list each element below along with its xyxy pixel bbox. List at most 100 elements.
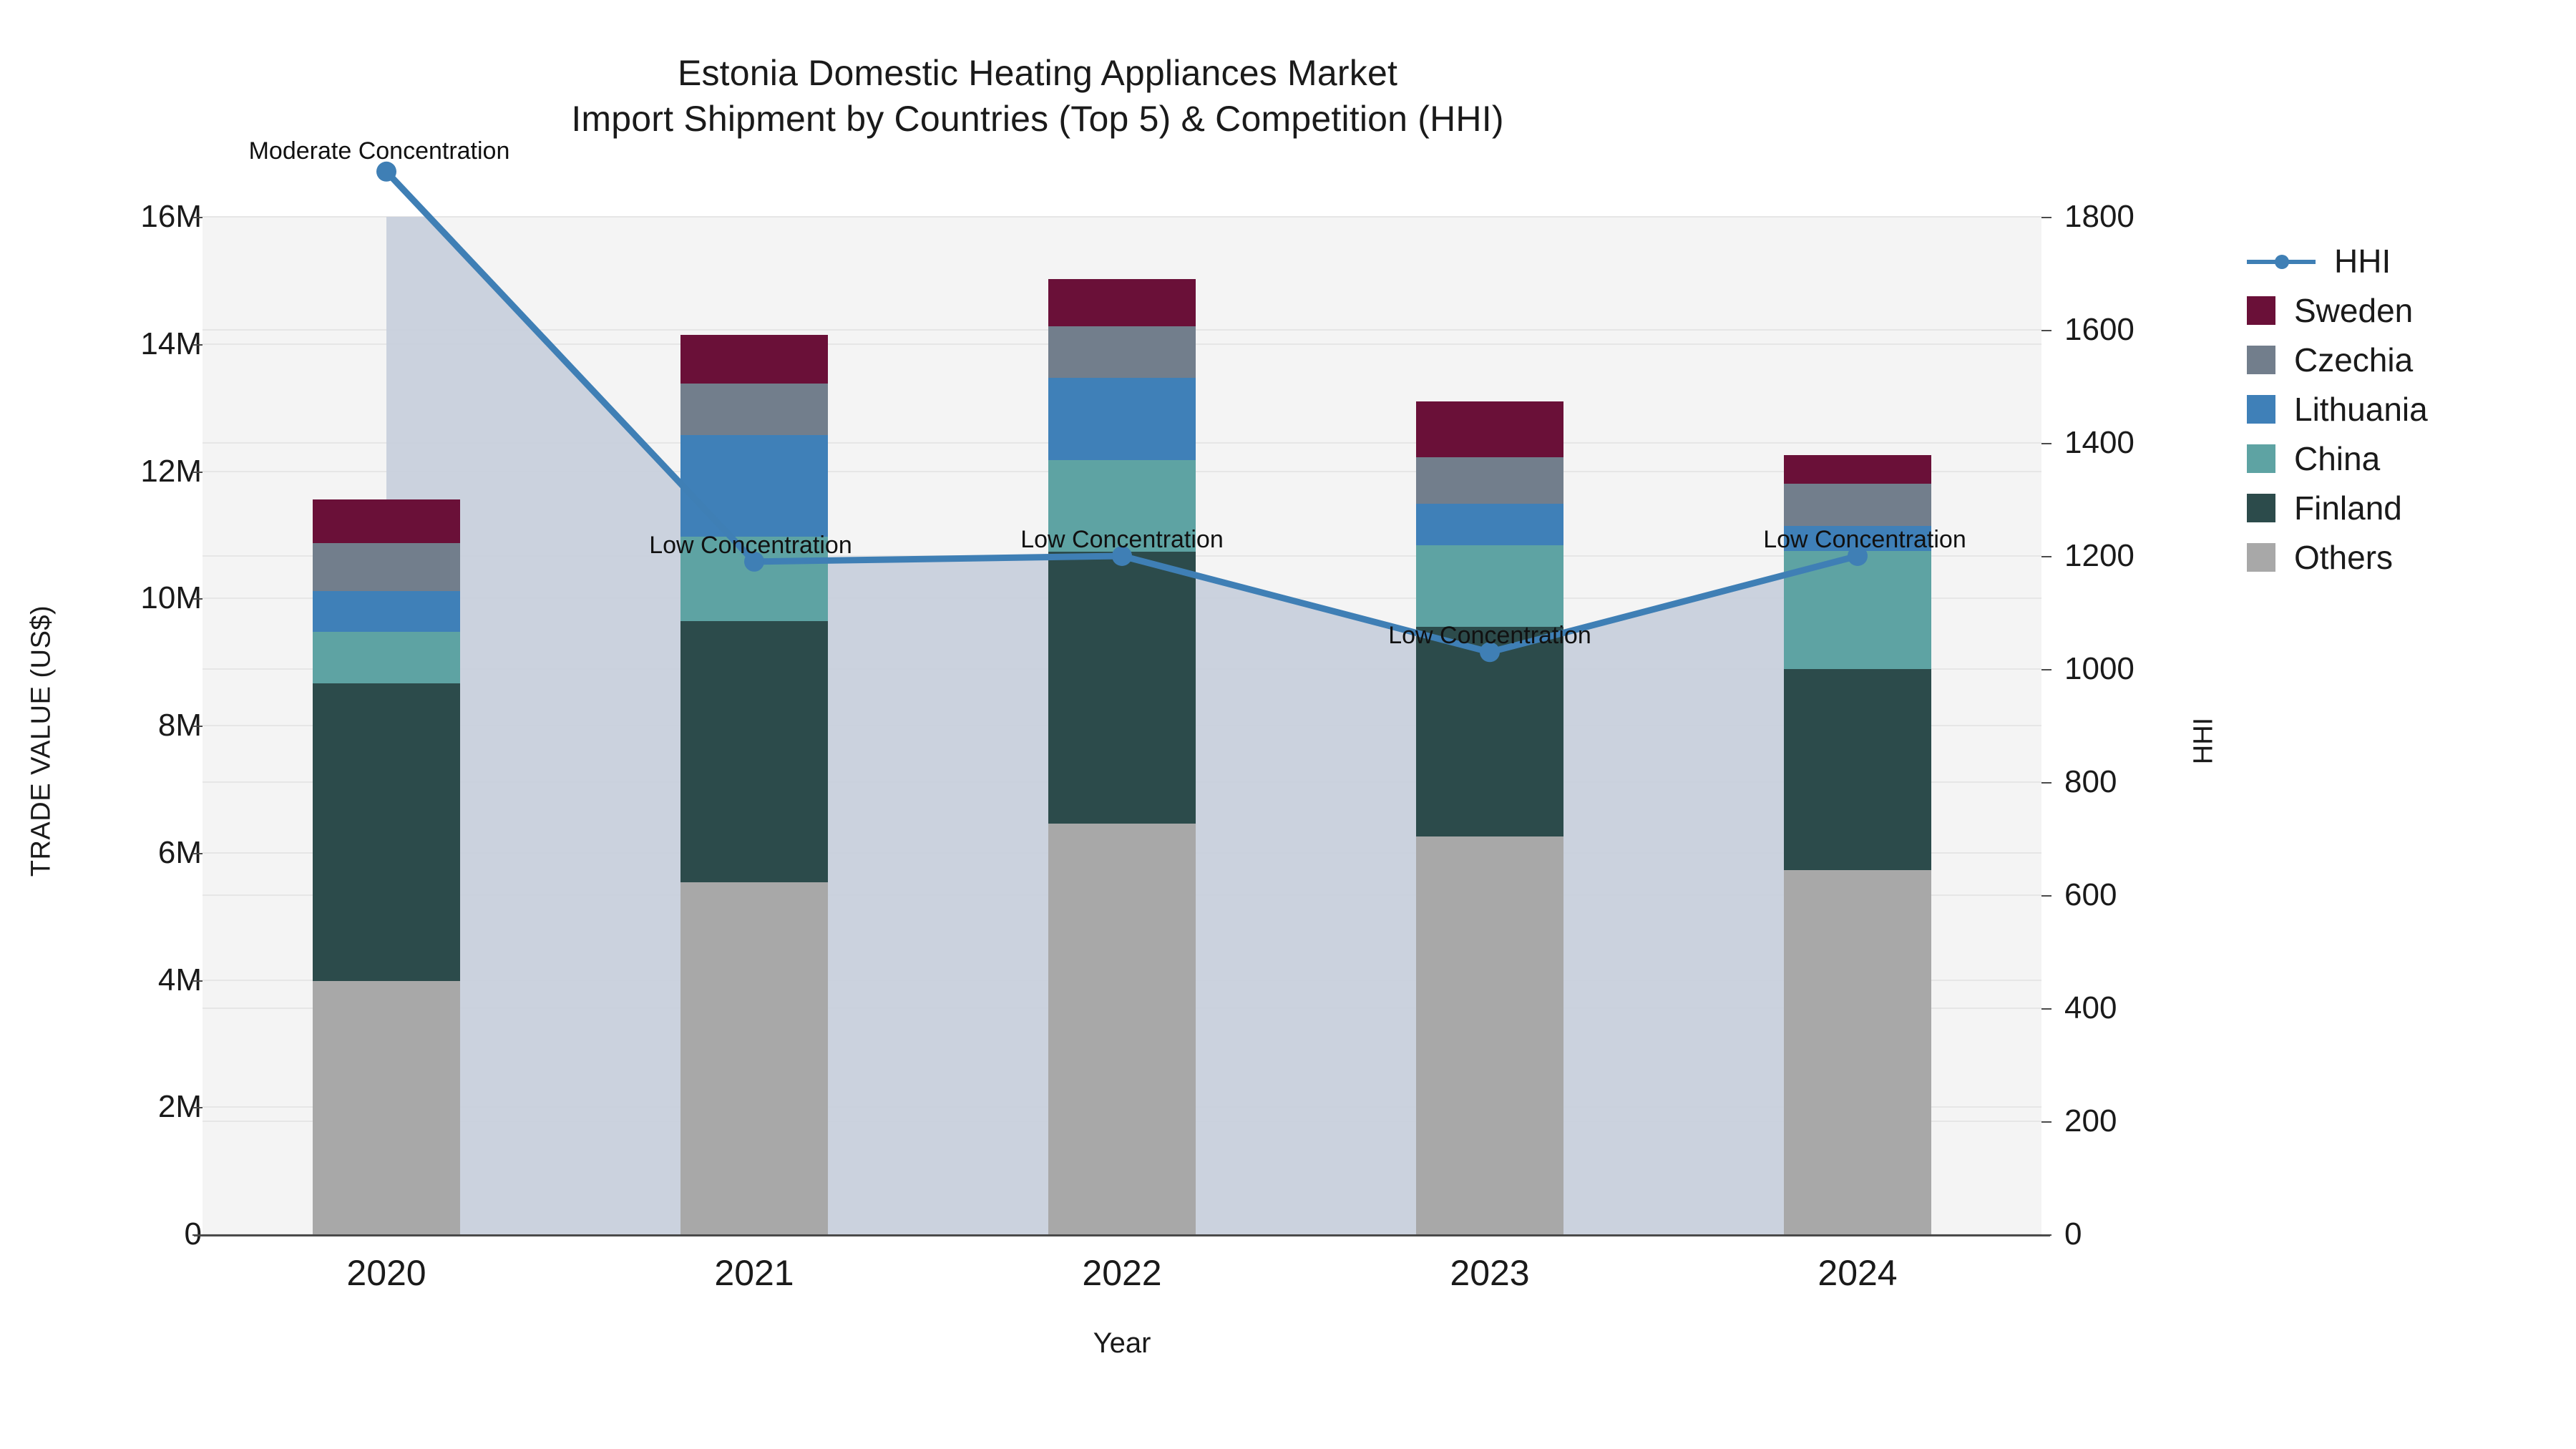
plot-area bbox=[203, 161, 2041, 1235]
legend-color-swatch bbox=[2247, 345, 2275, 374]
y-axis-right-tick-mark bbox=[2041, 217, 2051, 218]
bar-segment[interactable] bbox=[680, 434, 828, 537]
y-axis-right-tick-label: 1200 bbox=[2064, 538, 2135, 573]
bar-segment[interactable] bbox=[1048, 377, 1196, 461]
bar-segment[interactable] bbox=[1048, 460, 1196, 552]
y-axis-left-tick-label: 4M bbox=[157, 962, 202, 997]
y-axis-left-tick-mark bbox=[192, 852, 203, 854]
legend-item-label: Sweden bbox=[2294, 291, 2414, 329]
y-axis-left-tick-mark bbox=[192, 471, 203, 473]
bar-segment[interactable] bbox=[1048, 326, 1196, 378]
y-axis-right-tick-label: 800 bbox=[2064, 764, 2117, 799]
hhi-data-point[interactable] bbox=[376, 161, 396, 182]
legend-item[interactable]: Czechia bbox=[2247, 335, 2576, 384]
bar-segment[interactable] bbox=[313, 683, 460, 982]
bar-segment[interactable] bbox=[1784, 455, 1931, 484]
legend-line-marker-icon bbox=[2247, 247, 2316, 275]
hhi-data-point[interactable] bbox=[1480, 642, 1500, 663]
y-axis-right-tick-label: 200 bbox=[2064, 1103, 2117, 1138]
y-axis-right-label: HHI bbox=[2188, 717, 2219, 765]
y-axis-right-tick-label: 400 bbox=[2064, 990, 2117, 1025]
bar-segment[interactable] bbox=[1784, 484, 1931, 526]
y-axis-right-tick-mark bbox=[2041, 443, 2051, 444]
bar-segment[interactable] bbox=[313, 542, 460, 591]
bar-segment[interactable] bbox=[1416, 457, 1563, 504]
y-axis-left-tick-label: 12M bbox=[140, 453, 202, 489]
chart-title-block: Estonia Domestic Heating Appliances Mark… bbox=[0, 50, 2075, 142]
legend-item[interactable]: Finland bbox=[2247, 483, 2576, 532]
legend-item[interactable]: Sweden bbox=[2247, 286, 2576, 335]
hhi-line-series[interactable] bbox=[203, 161, 2041, 1234]
gridline bbox=[203, 216, 2041, 218]
bar-segment[interactable] bbox=[1416, 545, 1563, 628]
legend-item[interactable]: Others bbox=[2247, 532, 2576, 582]
y-axis-left-tick-mark bbox=[192, 980, 203, 982]
y-axis-left-tick-label: 6M bbox=[157, 834, 202, 870]
y-axis-right-tick-label: 1000 bbox=[2064, 651, 2135, 686]
y-axis-left-tick-mark bbox=[192, 217, 203, 218]
bar-stack[interactable] bbox=[313, 499, 460, 1234]
legend-item-label: HHI bbox=[2334, 242, 2391, 280]
legend-color-swatch bbox=[2247, 296, 2275, 325]
bar-segment[interactable] bbox=[1416, 836, 1563, 1234]
y-axis-left-tick-label: 0 bbox=[184, 1216, 202, 1252]
y-axis-left-tick-label: 10M bbox=[140, 580, 202, 616]
concentration-annotation: Moderate Concentration bbox=[248, 137, 510, 165]
y-axis-right-tick-label: 1800 bbox=[2064, 199, 2135, 234]
bar-segment[interactable] bbox=[680, 621, 828, 882]
bar-segment[interactable] bbox=[1416, 401, 1563, 457]
bar-stack[interactable] bbox=[1416, 401, 1563, 1234]
y-axis-right-tick-mark bbox=[2041, 556, 2051, 557]
y-axis-left-tick-label: 16M bbox=[140, 199, 202, 234]
y-axis-left-tick-mark bbox=[192, 343, 203, 346]
legend-color-swatch bbox=[2247, 394, 2275, 424]
hhi-data-point[interactable] bbox=[1112, 546, 1132, 566]
bar-segment[interactable] bbox=[313, 590, 460, 633]
bar-segment[interactable] bbox=[313, 499, 460, 543]
legend-color-swatch bbox=[2247, 542, 2275, 572]
legend-item[interactable]: Lithuania bbox=[2247, 384, 2576, 434]
bar-segment[interactable] bbox=[1416, 503, 1563, 545]
hhi-data-point[interactable] bbox=[744, 551, 764, 572]
bar-segment[interactable] bbox=[1048, 823, 1196, 1234]
y-axis-left-tick-label: 14M bbox=[140, 326, 202, 361]
legend-item-label: Lithuania bbox=[2294, 390, 2428, 428]
y-axis-right-tick-mark bbox=[2041, 1008, 2051, 1010]
x-axis-tick-label: 2024 bbox=[1818, 1253, 1898, 1293]
y-axis-right-tick-mark bbox=[2041, 895, 2051, 897]
concentration-annotation: Low Concentration bbox=[1388, 622, 1591, 650]
bar-segment[interactable] bbox=[313, 632, 460, 684]
bar-segment[interactable] bbox=[680, 882, 828, 1234]
x-axis-label: Year bbox=[1093, 1327, 1151, 1359]
legend-item-label: Others bbox=[2294, 538, 2394, 576]
chart-legend: HHI Sweden Czechia Lithuania China Finland Oth… bbox=[2247, 236, 2576, 582]
x-axis-tick-label: 2022 bbox=[1082, 1253, 1162, 1293]
concentration-annotation: Low Concentration bbox=[1763, 526, 1966, 553]
bar-segment[interactable] bbox=[680, 335, 828, 384]
bar-segment[interactable] bbox=[680, 383, 828, 435]
bar-stack[interactable] bbox=[680, 335, 828, 1234]
legend-item[interactable]: HHI bbox=[2247, 236, 2576, 286]
y-axis-right-tick-label: 600 bbox=[2064, 877, 2117, 912]
x-axis-tick-label: 2020 bbox=[346, 1253, 426, 1293]
bar-stack[interactable] bbox=[1048, 279, 1196, 1234]
legend-item[interactable]: China bbox=[2247, 434, 2576, 483]
legend-item-label: Czechia bbox=[2294, 341, 2414, 379]
x-axis-tick-label: 2023 bbox=[1450, 1253, 1530, 1293]
x-axis-tick-label: 2021 bbox=[714, 1253, 794, 1293]
bar-segment[interactable] bbox=[1048, 552, 1196, 824]
y-axis-right-tick-mark bbox=[2041, 669, 2051, 670]
bar-stack[interactable] bbox=[1784, 455, 1931, 1234]
legend-color-swatch bbox=[2247, 493, 2275, 522]
concentration-annotation: Low Concentration bbox=[1020, 526, 1224, 553]
hhi-data-point[interactable] bbox=[1848, 546, 1868, 566]
y-axis-right-tick-label: 1600 bbox=[2064, 312, 2135, 347]
legend-item-label: Finland bbox=[2294, 489, 2402, 527]
bar-segment[interactable] bbox=[1784, 869, 1931, 1234]
bar-segment[interactable] bbox=[313, 981, 460, 1234]
bar-segment[interactable] bbox=[1784, 668, 1931, 870]
legend-color-swatch bbox=[2247, 444, 2275, 473]
chart-title: Estonia Domestic Heating Appliances Mark… bbox=[677, 53, 1398, 93]
bar-segment[interactable] bbox=[1048, 279, 1196, 326]
bar-segment[interactable] bbox=[680, 537, 828, 622]
